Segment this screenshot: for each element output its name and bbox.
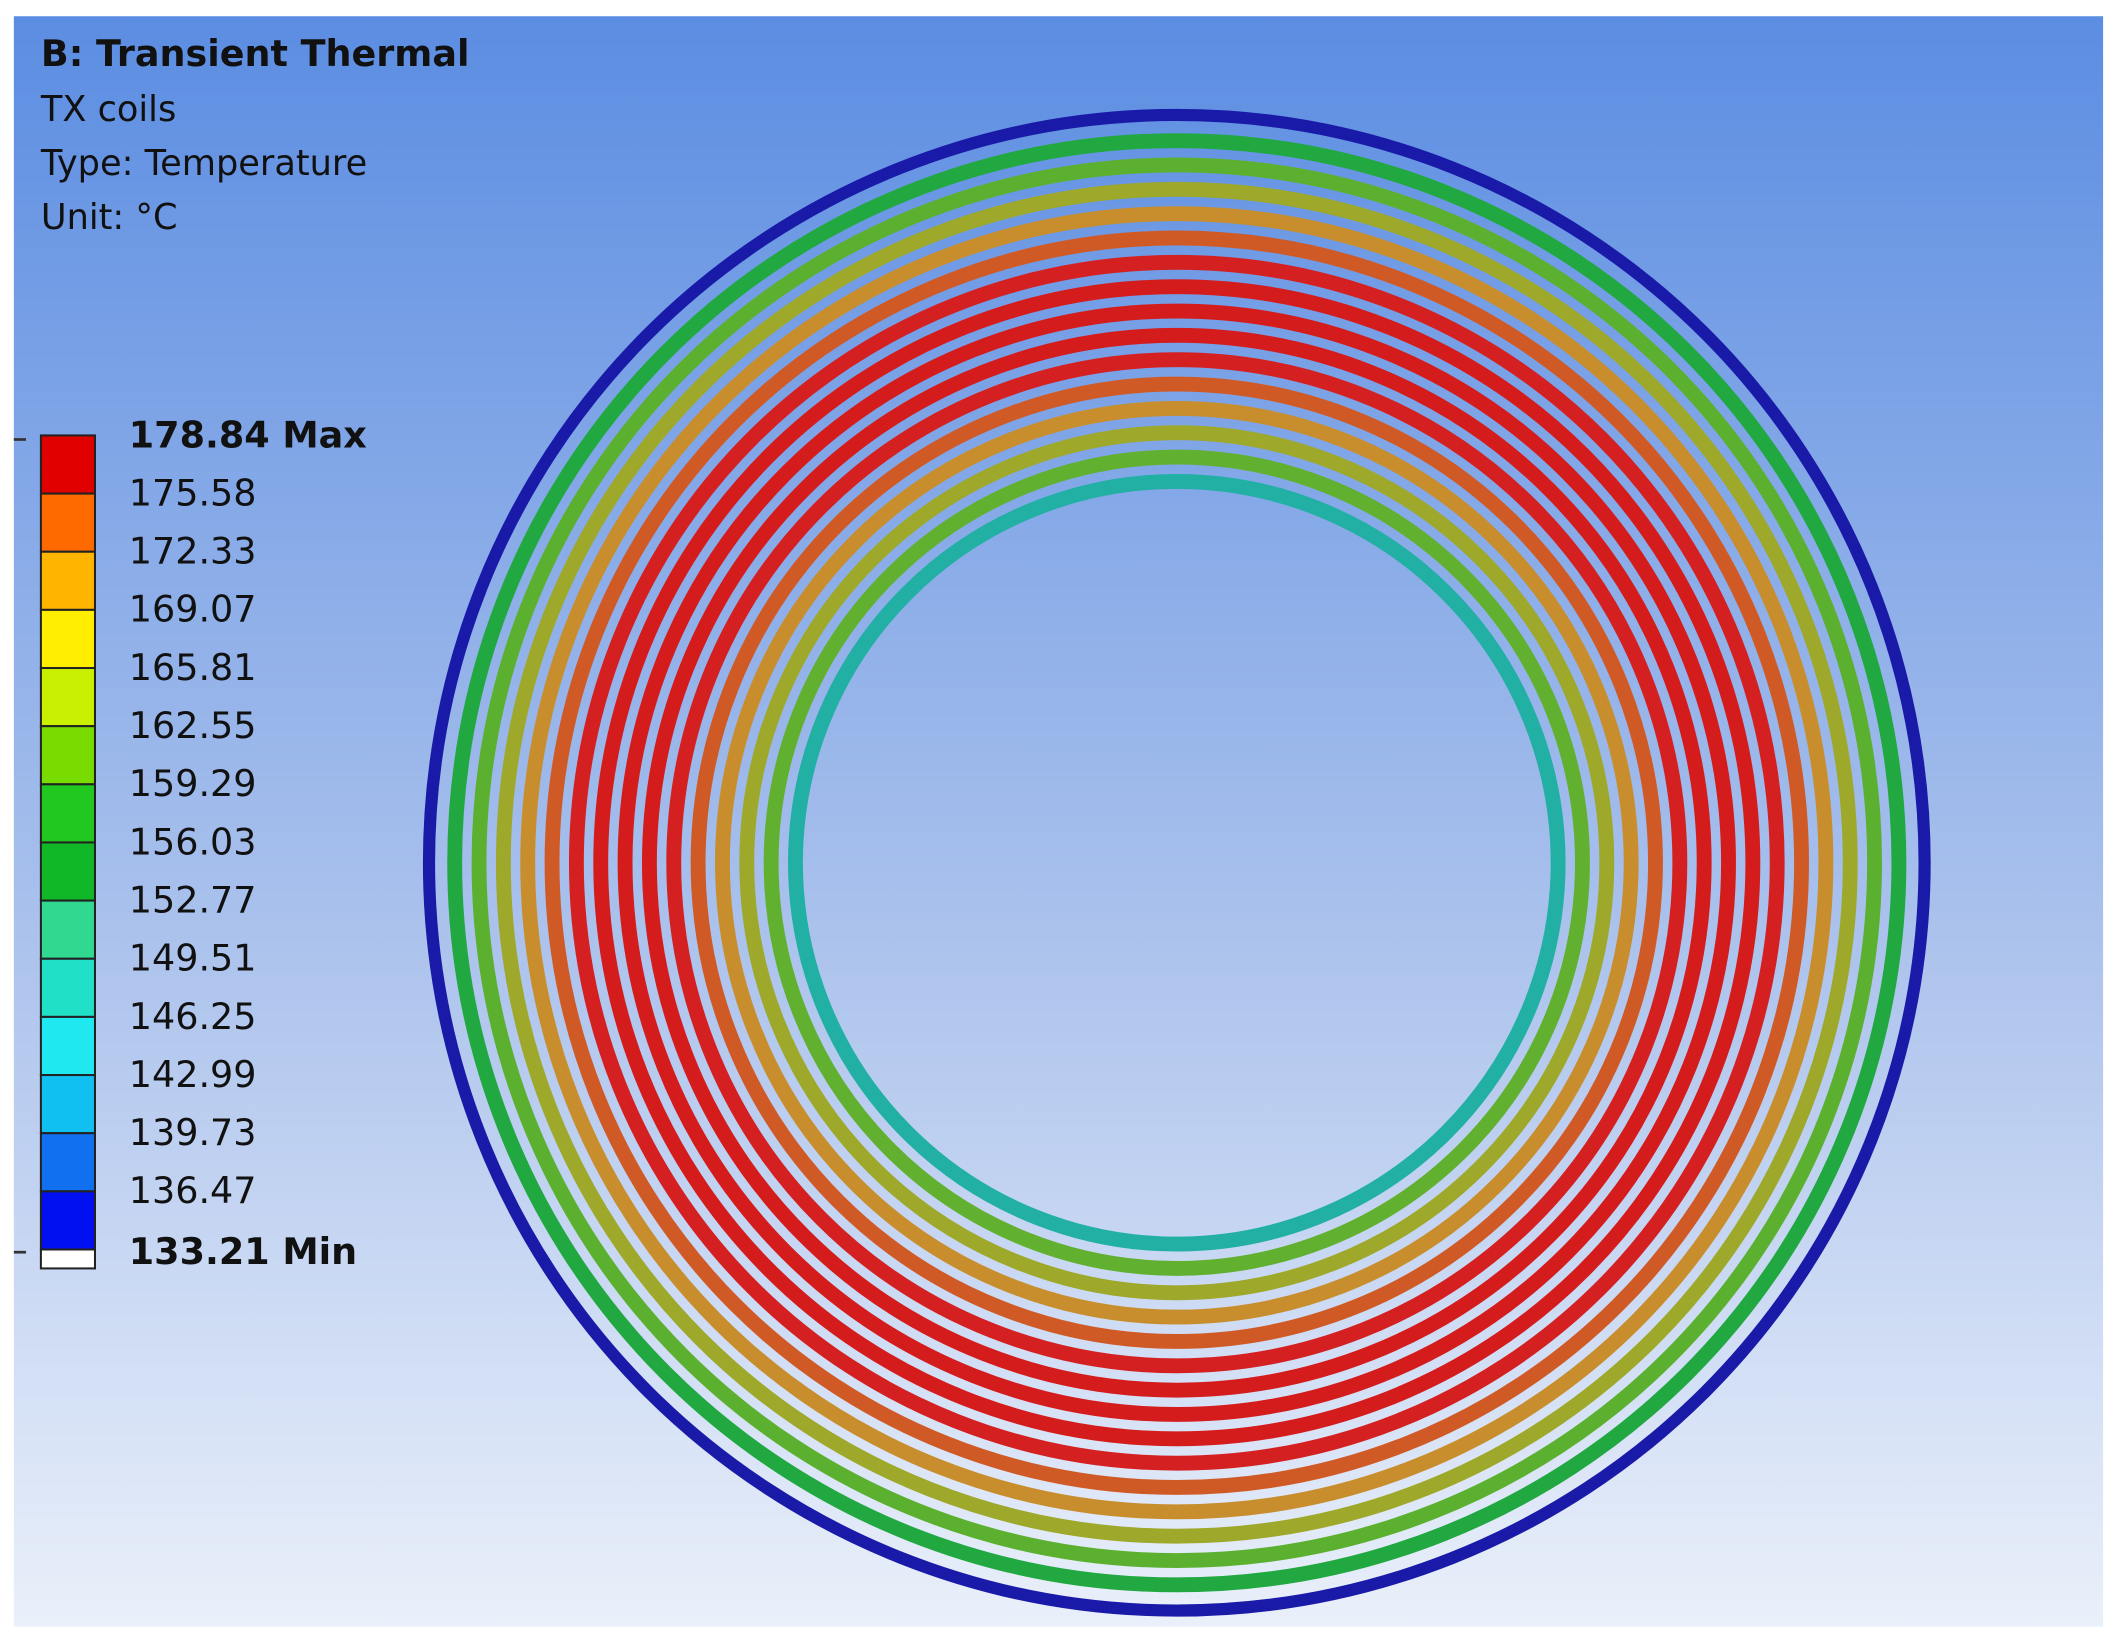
legend-color-band [39,1132,96,1193]
coil-ring [447,133,1907,1593]
legend-below-min [39,1248,96,1270]
legend-label: 162.55 [129,704,257,747]
viewport-background [13,16,2104,1627]
header-line: Type: Temperature [40,143,367,184]
coil-ring [471,157,1882,1568]
legend-color-band [39,492,96,553]
legend-label: 178.84 Max [129,413,367,456]
coil-rings [422,108,1931,1617]
legend-color-band [39,899,96,960]
coil-ring [544,230,1809,1495]
legend-color-band [39,434,96,495]
legend-color-band [39,667,96,728]
coil-ring [763,449,1590,1276]
legend-label: 139.73 [129,1111,257,1154]
coil-ring [593,279,1761,1447]
legend-label: 165.81 [129,646,257,689]
legend-color-band [39,783,96,844]
legend-color-band [39,841,96,902]
coil-ring [788,473,1566,1252]
legend-label: 152.77 [129,878,257,921]
coil-ring [617,303,1736,1422]
legend-color-band [39,1015,96,1077]
result-title: B: Transient Thermal [41,32,470,75]
legend-color-band [39,957,96,1018]
legend-label: 142.99 [129,1053,257,1096]
header-line: Unit: °C [41,197,178,238]
legend-label: 159.29 [129,762,257,805]
legend: 178.84 Max 175.58 172.33 169.07 165.81 162.55… [13,413,367,1273]
coil-ring [641,327,1712,1398]
coil-ring [739,425,1615,1301]
legend-color-band [39,1074,96,1135]
legend-color-band [39,550,96,611]
legend-label: 169.07 [129,588,257,631]
header-line: TX coils [40,89,176,130]
coil-ring [666,352,1688,1374]
coil-ring [495,181,1858,1544]
legend-color-band [39,725,96,786]
legend-label: 146.25 [129,995,257,1038]
legend-label: 149.51 [129,937,257,980]
legend-label: 136.47 [129,1169,257,1212]
outer-ring [422,108,1931,1617]
legend-label: 133.21 Min [129,1230,357,1273]
legend-color-band [39,1190,96,1251]
coil-ring [690,376,1663,1349]
legend-label: 156.03 [129,820,257,863]
legend-color-band [39,608,96,670]
legend-label: 175.58 [129,471,257,514]
coil-ring [714,400,1639,1325]
coil-ring [568,254,1785,1471]
coil-ring [520,206,1834,1520]
legend-label: 172.33 [129,530,257,573]
